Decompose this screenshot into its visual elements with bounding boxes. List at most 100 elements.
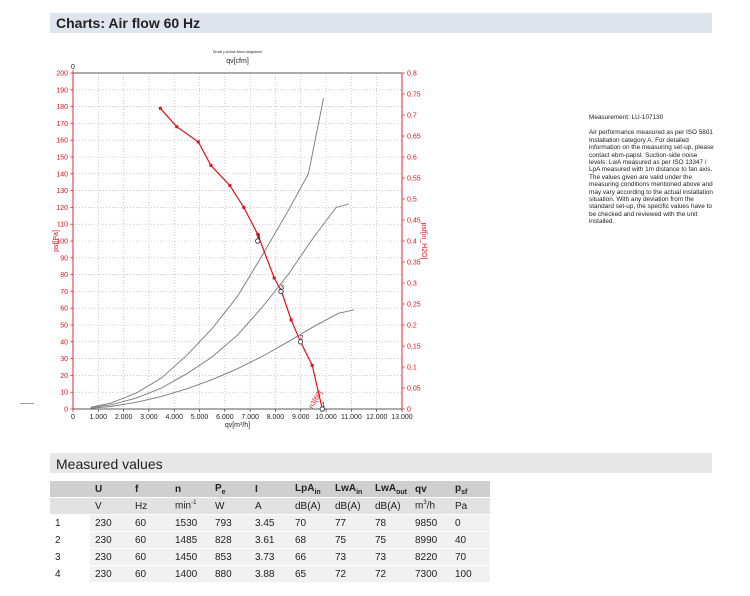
y-left-tick-label: 60	[60, 306, 68, 313]
table-units-cell: Pa	[450, 497, 490, 515]
table-cell: 9850	[410, 514, 450, 532]
measurement-description: Air performance measured as per ISO 5801…	[589, 129, 714, 226]
table-cell: 77	[330, 514, 370, 532]
table-cell: 230	[90, 531, 130, 549]
table-cell: 75	[370, 531, 410, 549]
table-row: 1 230 60 1530 793 3.45 70 77 78 9850 0	[50, 514, 490, 532]
y-right-tick-label: 0	[407, 407, 411, 414]
y-left-axis-title: psf[Pa]	[53, 230, 60, 252]
y-right-tick-label: 0,55	[407, 176, 421, 183]
x-bottom-tick-label: 12.000	[366, 414, 388, 421]
operating-point-label: 3	[280, 284, 284, 291]
x-bottom-axis-title: qv[m³/h]	[225, 422, 250, 429]
table-cell: 73	[370, 548, 410, 566]
y-right-tick-label: 0,1	[407, 365, 417, 372]
x-bottom-tick-label: 9.000	[292, 414, 310, 421]
y-left-tick-label: 0	[64, 407, 68, 414]
table-cell: 230	[90, 514, 130, 532]
y-right-tick-label: 0,75	[407, 92, 421, 99]
table-units-cell: dB(A)	[370, 497, 410, 515]
table-units-cell: dB(A)	[330, 497, 370, 515]
fan-curve-point	[272, 276, 276, 280]
x-bottom-tick-label: 4.000	[165, 414, 183, 421]
table-cell: 1485	[170, 531, 210, 549]
system-curve	[90, 203, 350, 408]
y-left-tick-label: 70	[60, 289, 68, 296]
table-cell: 230	[90, 548, 130, 566]
charts-title: Charts: Air flow 60 Hz	[56, 15, 201, 31]
table-cell: 40	[450, 531, 490, 549]
table-cell: 60	[130, 565, 170, 583]
table-cell: 70	[450, 548, 490, 566]
table-cell: 65	[290, 565, 330, 583]
y-right-tick-label: 0,65	[407, 134, 421, 141]
y-right-tick-label: 0,3	[407, 281, 417, 288]
fan-curve-point	[175, 125, 179, 129]
table-cell: 3.45	[250, 514, 290, 532]
table-header-cell: f	[130, 481, 170, 498]
table-header-cell: U	[90, 481, 130, 498]
y-left-tick-label: 120	[56, 205, 68, 212]
table-units-cell	[50, 497, 90, 515]
table-cell: 828	[210, 531, 250, 549]
table-cell: 0	[450, 514, 490, 532]
x-bottom-tick-label: 5.000	[191, 414, 209, 421]
y-right-tick-label: 0,35	[407, 260, 421, 267]
table-header-cell: LpAin	[290, 481, 330, 498]
measurement-note: Measurement: LU-107130 Air performance m…	[589, 114, 715, 234]
table-cell: 1400	[170, 565, 210, 583]
table-units-cell: A	[250, 497, 290, 515]
x-bottom-tick-label: 10.000	[315, 414, 337, 421]
y-right-tick-label: 0,5	[407, 197, 417, 204]
y-right-tick-label: 0,7	[407, 113, 417, 120]
y-left-tick-label: 40	[60, 339, 68, 346]
table-cell: 68	[290, 531, 330, 549]
y-right-tick-label: 0,8	[407, 71, 417, 78]
table-cell: 1530	[170, 514, 210, 532]
measurement-id: Measurement: LU-107130	[589, 114, 664, 121]
operating-point-label: 2	[300, 335, 304, 342]
table-header-cell: Pe	[210, 481, 250, 498]
table-header-cell: LwAin	[330, 481, 370, 498]
y-right-tick-label: 0,05	[407, 386, 421, 393]
x-bottom-tick-label: 3.000	[140, 414, 158, 421]
system-curve	[90, 98, 324, 408]
y-right-tick-label: 0,15	[407, 344, 421, 351]
fan-curve-point	[228, 184, 232, 188]
table-units-cell: V	[90, 497, 130, 515]
operating-point-label: 1	[321, 402, 325, 409]
y-left-tick-label: 30	[60, 356, 68, 363]
y-left-tick-label: 160	[56, 138, 68, 145]
y-right-tick-label: 0,45	[407, 218, 421, 225]
table-header-cell: qv	[410, 481, 450, 498]
y-left-tick-label: 110	[57, 222, 68, 229]
chart-caption: Druck y-Achse-Norm diagramm	[213, 50, 262, 54]
y-left-tick-label: 80	[60, 272, 68, 279]
table-row-index: 4	[50, 565, 90, 583]
table-cell: 75	[330, 531, 370, 549]
air-flow-chart: 0 1.000 2.000 3.000 4.000 5.000 6.000 7.000 8.00…	[53, 50, 427, 429]
fan-curve-point	[196, 140, 200, 144]
table-row-index: 1	[50, 514, 90, 532]
system-curve	[90, 309, 354, 409]
table-header-cell: n	[170, 481, 210, 498]
charts-section-header: Charts: Air flow 60 Hz	[50, 13, 712, 33]
table-cell: 60	[130, 514, 170, 532]
table-cell: 8220	[410, 548, 450, 566]
x-top-tick-label: 0	[71, 64, 75, 71]
y-left-tick-label: 190	[56, 87, 68, 94]
table-cell: 60	[130, 548, 170, 566]
y-left-tick-label: 50	[60, 323, 68, 330]
table-row: 2 230 60 1485 828 3.61 68 75 75 8990 40	[50, 531, 490, 549]
x-bottom-tick-label: 13.000	[391, 414, 413, 421]
table-cell: 78	[370, 514, 410, 532]
operating-point	[278, 288, 284, 294]
table-cell: 853	[210, 548, 250, 566]
y-left-tick-label: 10	[60, 390, 68, 397]
table-units-cell: min-1	[170, 497, 210, 515]
table-cell: 66	[290, 548, 330, 566]
table-cell: 72	[330, 565, 370, 583]
side-marker	[20, 403, 34, 404]
table-cell: 3.61	[250, 531, 290, 549]
